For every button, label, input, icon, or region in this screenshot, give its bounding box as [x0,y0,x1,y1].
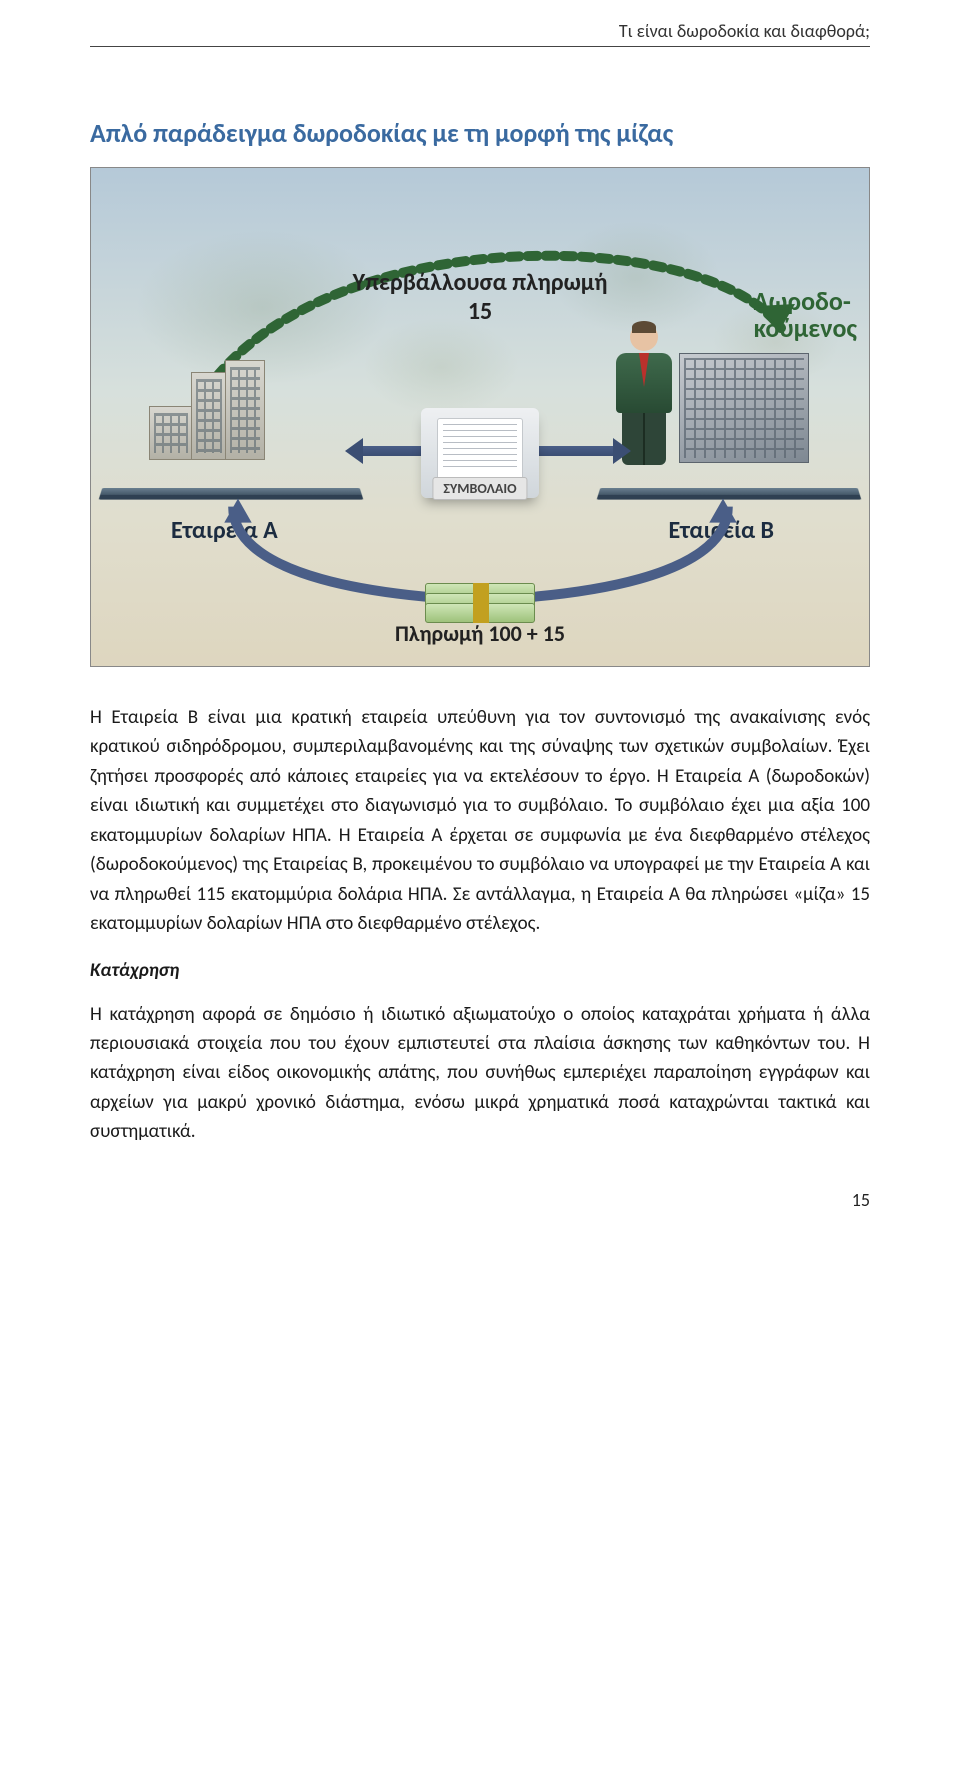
page-number: 15 [90,1189,870,1211]
paragraph-1: Η Εταιρεία Β είναι μια κρατική εταιρεία … [90,703,870,939]
payment-label: Πληρωμή 100 + 15 [395,620,565,647]
kickback-diagram: Υπερβάλλουσα πληρωμή 15 Δωροδο- κούμενος… [90,167,870,667]
cash-stack-icon [425,583,535,623]
paragraph-2: Η κατάχρηση αφορά σε δημόσιο ή ιδιωτικό … [90,1000,870,1147]
running-header: Τι είναι δωροδοκία και διαφθορά; [90,20,870,47]
section-title: Απλό παράδειγμα δωροδοκίας με τη μορφή τ… [90,117,870,149]
subheading-embezzlement: Κατάχρηση [90,959,870,982]
